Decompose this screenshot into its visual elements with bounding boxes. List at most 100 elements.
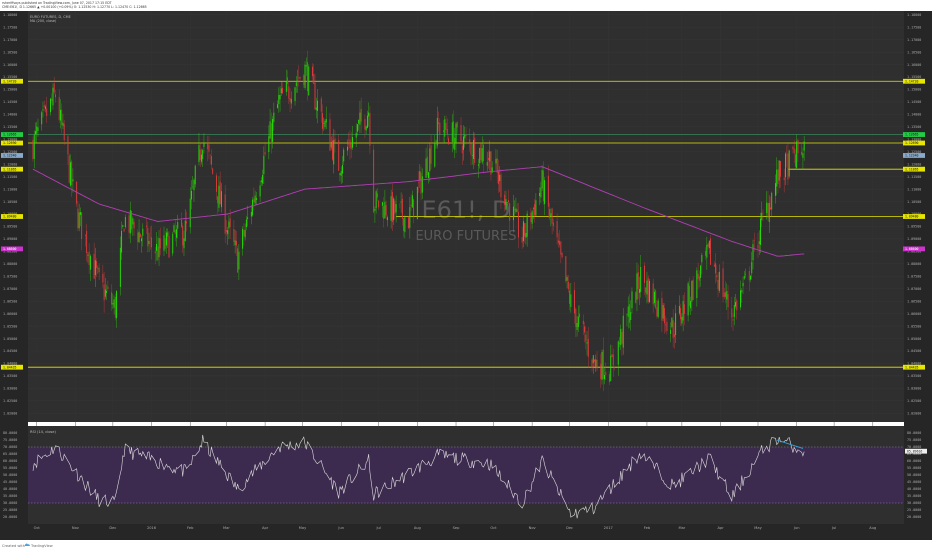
candle-body	[561, 252, 563, 258]
candle-body	[288, 86, 290, 99]
candle-body	[201, 154, 202, 162]
candle-body	[151, 237, 152, 248]
y-tick-label-left: 1.05000	[3, 337, 17, 341]
x-tick-label: Dec	[109, 526, 116, 530]
rsi-tick-label-right: 40.0000	[907, 487, 921, 491]
candle-body	[159, 238, 161, 249]
level-tag: 1.04435	[3, 365, 17, 369]
y-tick-label-right: 1.14000	[907, 113, 921, 117]
candle-body	[32, 140, 34, 160]
candle-body	[740, 290, 741, 308]
candle-body	[614, 367, 615, 368]
rsi-tick-label-right: 65.0000	[907, 452, 921, 456]
candle-body	[79, 212, 81, 215]
candle-body	[604, 375, 605, 380]
candle-body	[713, 264, 715, 267]
y-tick-label-left: 1.17000	[3, 38, 17, 42]
y-tick-label-right: 1.15500	[907, 75, 921, 79]
candle-body	[610, 355, 612, 382]
level-tag-bg	[1, 140, 23, 146]
candle-body	[268, 136, 270, 153]
candle-body	[512, 206, 514, 221]
price-tag-bg	[1, 153, 23, 158]
ma-200-line	[32, 166, 805, 257]
candle-body	[648, 280, 650, 303]
footer-created-with: Created with	[2, 544, 25, 548]
candle-body	[722, 268, 724, 298]
candle-body	[285, 81, 287, 92]
candle-body	[766, 202, 768, 214]
candle-body	[333, 140, 335, 165]
candle-body	[723, 292, 725, 297]
candle-body	[218, 185, 220, 208]
candle-body	[278, 94, 280, 105]
candle-body	[785, 153, 786, 178]
candle-body	[189, 198, 191, 228]
candle-body	[94, 260, 96, 276]
candle-body	[215, 175, 217, 192]
candle-body	[751, 262, 753, 274]
candle-body	[87, 254, 89, 256]
candle-body	[718, 271, 720, 291]
candle-body	[657, 300, 659, 318]
ma-tag: 1.08600	[3, 247, 17, 251]
candle-body	[254, 195, 256, 204]
candle-body	[586, 342, 588, 344]
candle-body	[488, 158, 489, 160]
level-tag-bg	[903, 78, 925, 84]
candle-body	[645, 287, 647, 293]
candle-body	[96, 261, 98, 268]
candle-body	[443, 130, 444, 133]
candle-body	[701, 255, 703, 263]
candle-body	[428, 172, 430, 178]
candle-body	[237, 248, 239, 273]
candle-body	[323, 123, 325, 124]
candle-body	[194, 165, 196, 185]
candle-body	[260, 180, 262, 183]
rsi-tick-label-left: 55.0000	[3, 466, 17, 470]
x-tick-label: Aug	[414, 526, 421, 530]
candle-body	[334, 138, 336, 143]
y-tick-label-right: 1.04500	[907, 349, 921, 353]
y-tick-label-right: 1.02500	[907, 399, 921, 403]
candle-body	[104, 289, 106, 297]
candle-body	[575, 308, 577, 328]
candle-body	[89, 255, 91, 270]
candle-body	[378, 200, 380, 208]
candle-body	[186, 221, 187, 224]
candle-body	[369, 113, 371, 146]
candle-body	[33, 134, 35, 159]
right-gutter	[904, 11, 932, 524]
candle-body	[507, 200, 509, 203]
y-tick-label-right: 1.11500	[907, 175, 921, 179]
candle-body	[736, 300, 738, 311]
y-tick-label-right: 1.16000	[907, 63, 921, 67]
candle-body	[631, 291, 633, 309]
candle-body	[796, 141, 798, 168]
candle-body	[489, 151, 491, 162]
candle-body	[255, 197, 257, 201]
candle-body	[640, 266, 642, 293]
candle-body	[752, 244, 754, 261]
candle-body	[698, 276, 700, 281]
candle-body	[434, 143, 436, 167]
candle-body	[116, 291, 118, 319]
y-tick-label-left: 1.06500	[3, 299, 17, 303]
candle-body	[36, 126, 38, 134]
candles	[32, 50, 805, 392]
y-tick-label-left: 1.09500	[3, 225, 17, 229]
candle-body	[661, 298, 663, 321]
watermark-name: EURO FUTURES	[415, 229, 516, 244]
y-tick-label-right: 1.14500	[907, 100, 921, 104]
level-tag: 1.09480	[3, 215, 17, 219]
candle-body	[403, 218, 405, 232]
candle-body	[35, 131, 36, 135]
price-pane: 1.18000 1.17500 1.17000 1.16500 1.16000 1.155…	[1, 11, 925, 524]
candle-body	[272, 119, 274, 142]
candle-body	[531, 211, 533, 224]
candle-body	[505, 199, 507, 210]
candle-body	[93, 253, 95, 279]
candle-body	[692, 279, 694, 301]
candle-body	[384, 201, 386, 219]
candle-body	[72, 179, 74, 182]
